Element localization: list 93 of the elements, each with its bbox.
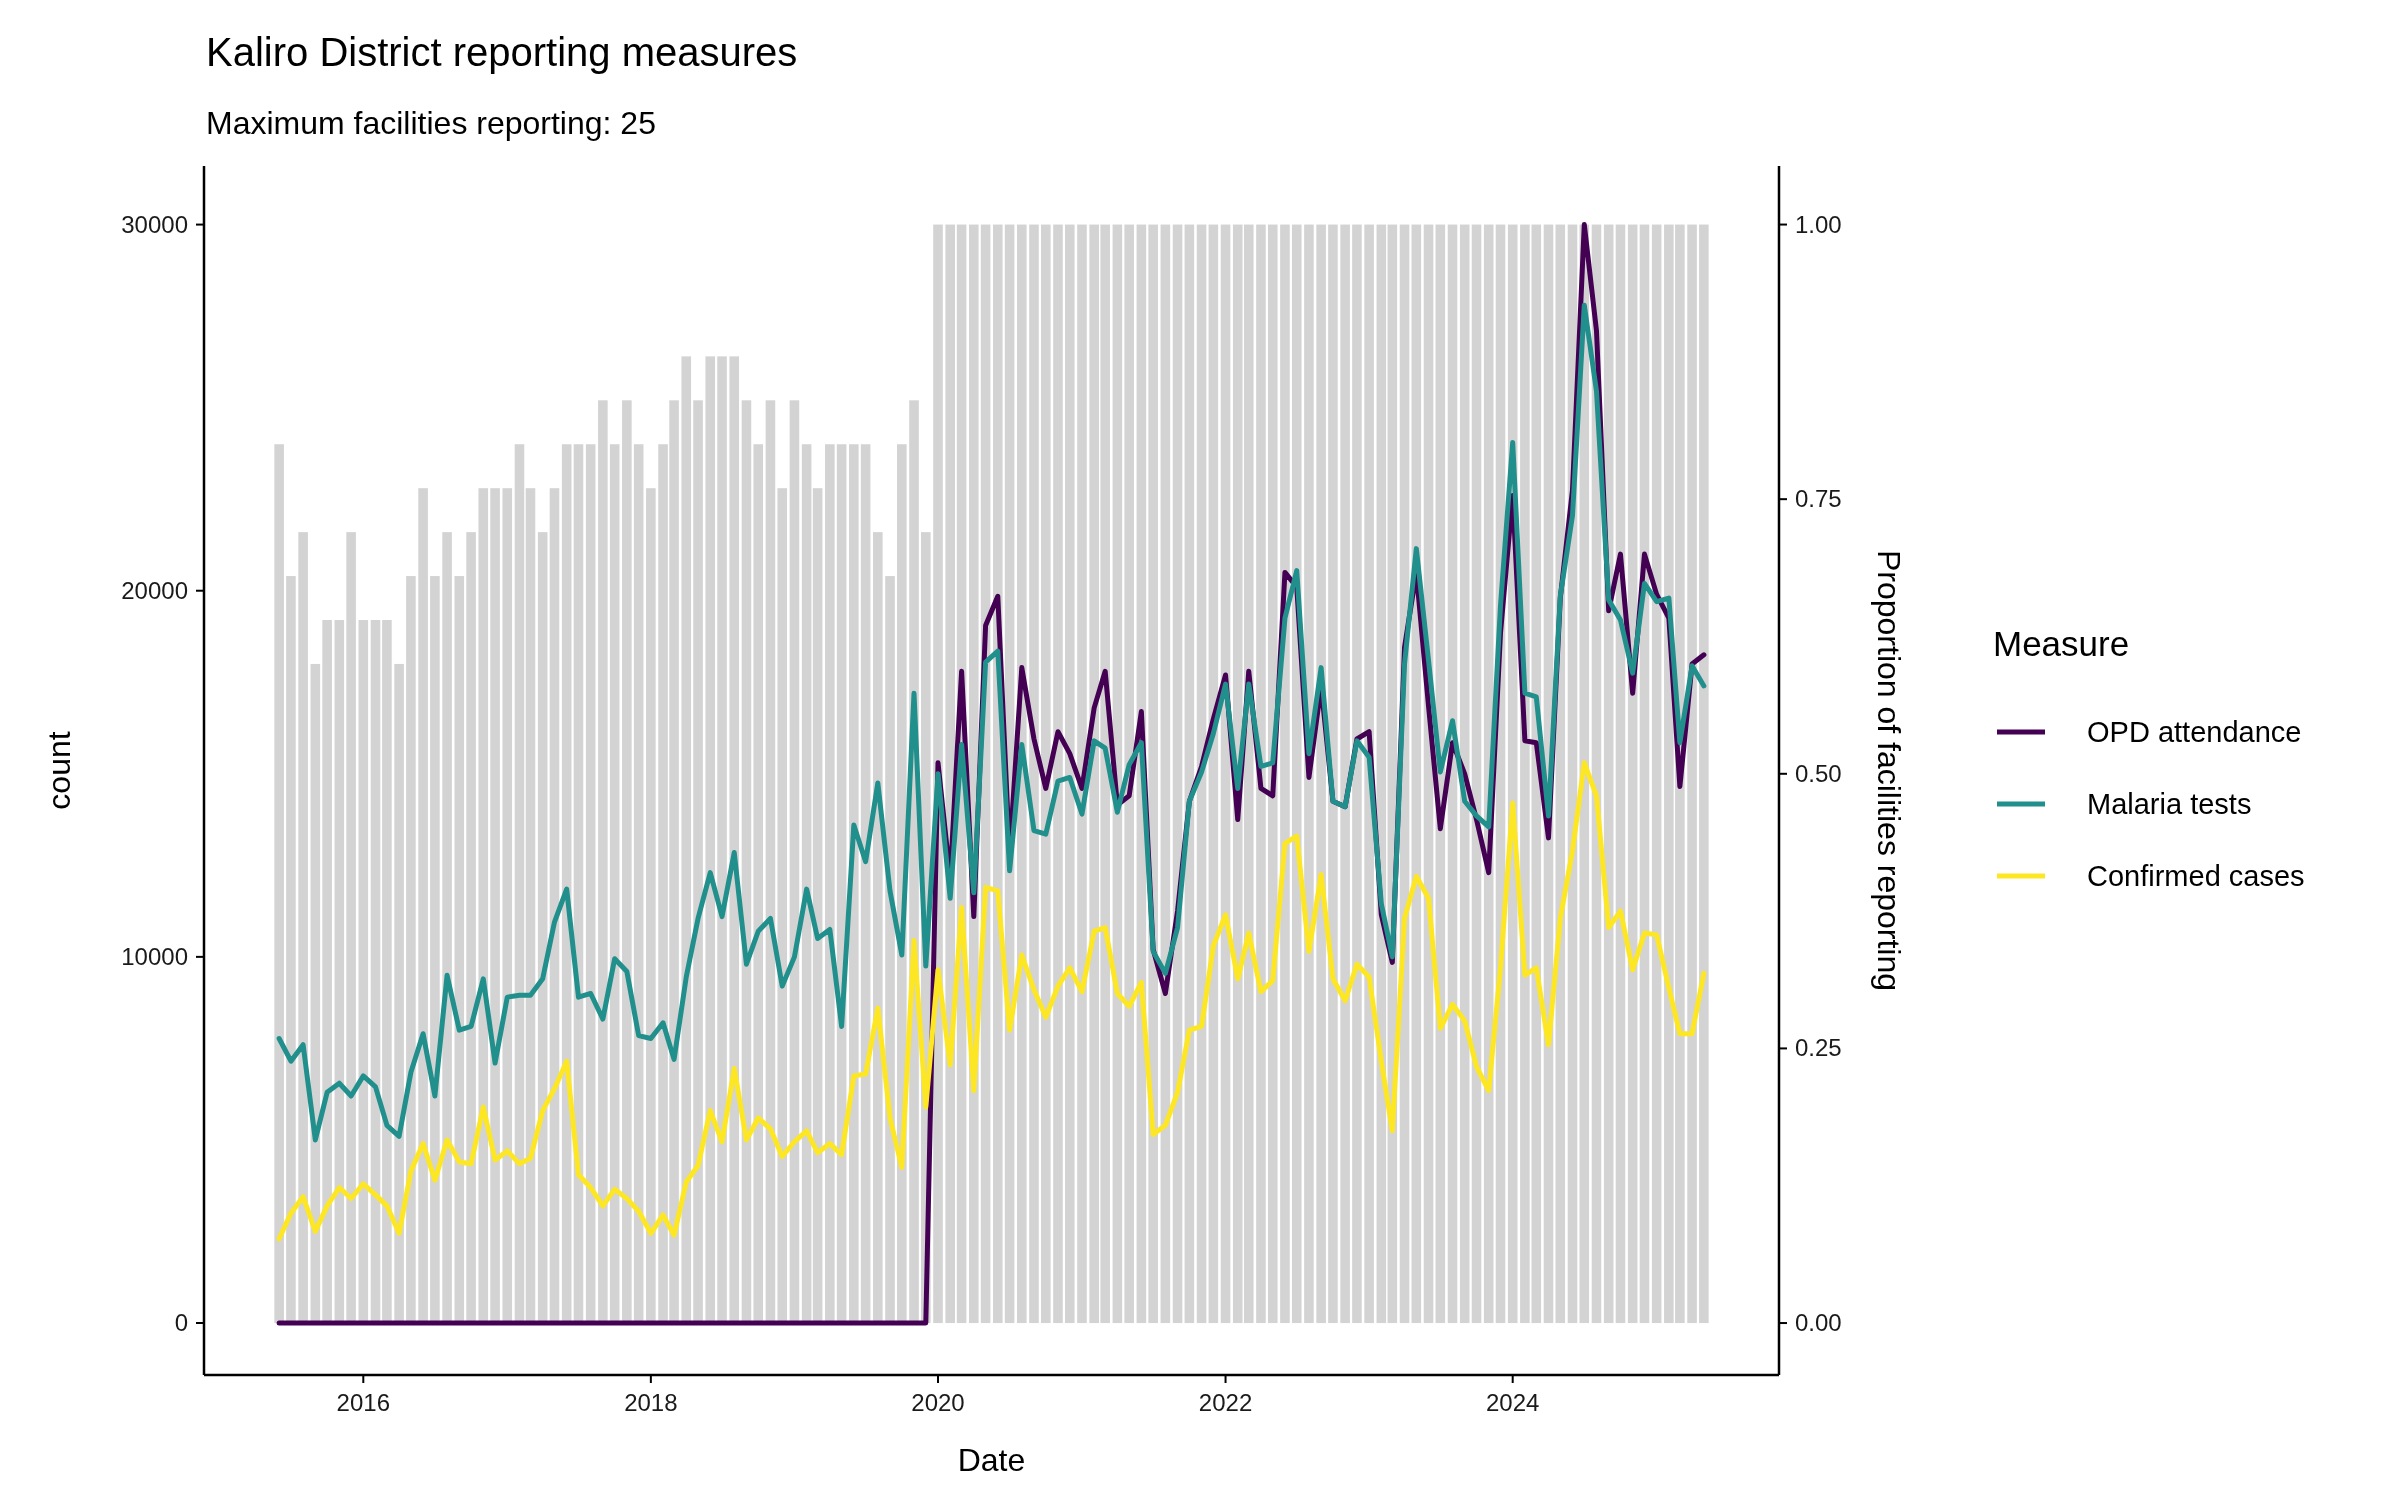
bar [1017,224,1027,1324]
bar [1196,224,1207,1324]
bar [860,444,871,1324]
bar [717,356,727,1324]
y2-tick-label: 0.75 [1795,485,1842,513]
bar [1053,224,1063,1324]
bar [598,400,608,1324]
x-tick-label: 2020 [911,1389,965,1416]
y2-tick-label: 1.00 [1795,210,1842,238]
bar [406,576,416,1324]
bar [1352,224,1362,1324]
bar [382,620,392,1324]
bar [490,488,500,1324]
legend-label: OPD attendance [2087,716,2302,748]
bar [1160,224,1171,1324]
bar [693,400,703,1324]
chart-subtitle: Maximum facilities reporting: 25 [206,105,656,141]
bar [358,620,369,1324]
bar [549,488,560,1324]
y2-tick-label: 0.50 [1795,759,1842,787]
bar [777,488,788,1324]
bar [1124,224,1134,1324]
bar [1029,224,1039,1324]
bar [537,532,548,1324]
bar [1687,224,1697,1324]
bar [1064,224,1075,1324]
y-tick-label: 20000 [121,576,188,604]
bar [812,488,823,1324]
bar [646,488,656,1324]
bar [502,488,513,1324]
bar [1651,224,1662,1324]
bar [525,488,536,1324]
y-tick-label: 10000 [121,942,188,970]
y-tick-label: 0 [174,1309,188,1337]
x-tick-label: 2016 [336,1389,390,1416]
bar [753,444,764,1324]
x-tick-label: 2018 [624,1389,678,1416]
bar [1364,224,1374,1324]
bar [681,356,692,1324]
bar [478,488,489,1324]
bar [1267,224,1278,1324]
bar [322,620,332,1324]
bar [286,576,296,1324]
bar [873,532,883,1324]
bar [1291,224,1302,1324]
bar [466,532,476,1324]
legend-label: Confirmed cases [2087,860,2305,892]
bar [1459,224,1470,1324]
y-tick-label: 30000 [121,210,188,238]
bar [1040,224,1051,1324]
bar [1471,224,1482,1324]
bar [1328,224,1338,1324]
bar [370,620,381,1324]
bar [1077,224,1087,1324]
chart-title: Kaliro District reporting measures [206,30,798,74]
bar [394,663,404,1324]
y2-tick-label: 0.00 [1795,1309,1842,1337]
bar [729,356,740,1324]
bar [633,444,644,1324]
y2-tick-label: 0.25 [1795,1034,1842,1062]
bar [885,576,895,1324]
bar [298,532,308,1324]
bar [274,444,284,1324]
y-axis-title: count [41,731,77,810]
bar [765,400,776,1324]
x-tick-label: 2022 [1198,1389,1253,1416]
bar [1699,224,1709,1324]
bar [1184,224,1195,1324]
bar [442,532,452,1324]
bar [1280,224,1290,1324]
bar [334,620,345,1324]
bar [585,444,596,1324]
x-tick-label: 2024 [1486,1389,1540,1416]
bar [454,576,465,1324]
bar [825,444,835,1324]
bar [622,400,632,1324]
bar [1316,224,1326,1324]
bar [1340,224,1350,1324]
bar [346,532,356,1324]
bar [514,444,525,1324]
bar [705,356,716,1324]
bar [801,444,812,1324]
bar [849,444,859,1324]
bar [789,400,800,1324]
bar [1256,224,1266,1324]
legend-title: Measure [1993,624,2130,663]
y2-axis-title: Proportion of facilities reporting [1871,549,1907,992]
bar [430,576,440,1324]
legend-label: Malaria tests [2087,788,2252,820]
x-axis-title: Date [957,1442,1026,1478]
bar [609,444,620,1324]
bar [1148,224,1158,1324]
bar [418,488,428,1324]
